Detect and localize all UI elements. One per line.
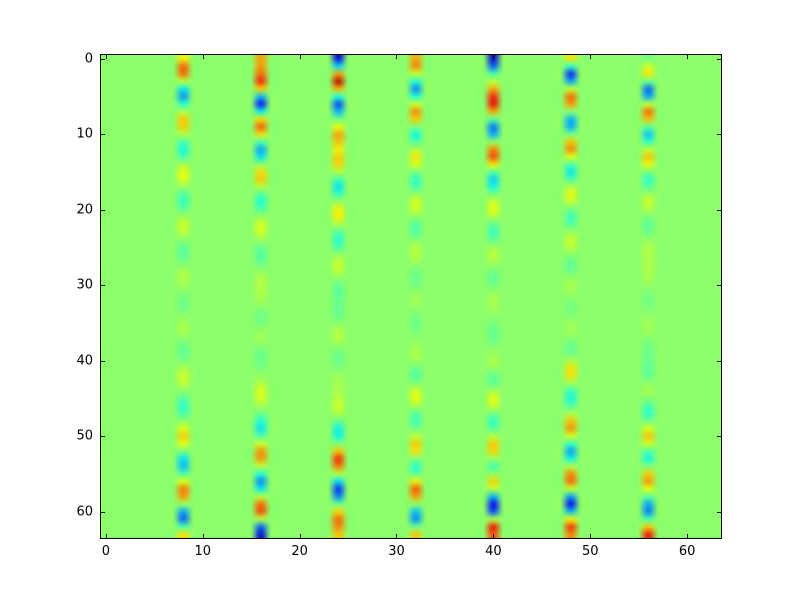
y-axis-tick-label: 50 [76,428,93,444]
y-axis-tick-label: 40 [76,353,93,369]
x-axis-tick-label: 0 [101,544,110,559]
x-axis-tick-label: 20 [291,544,308,559]
y-axis-tick-label: 30 [76,277,93,293]
y-axis-tick [101,58,105,60]
x-axis-tick [687,534,689,538]
y-axis-tick [101,511,105,513]
x-axis-tick-top [687,55,689,59]
y-axis-tick-label: 10 [76,126,93,142]
y-axis-tick [101,360,105,362]
y-axis-tick-right [717,511,721,513]
x-axis-tick [590,534,592,538]
y-axis-tick-right [717,209,721,211]
x-axis-tick [202,534,204,538]
x-axis-tick [396,534,398,538]
x-axis-tick-label: 40 [485,544,502,559]
y-axis-tick-label: 60 [76,504,93,520]
y-axis-tick [101,134,105,136]
x-axis-tick-label: 50 [581,544,599,559]
x-axis-tick-top [590,55,592,59]
x-axis-tick-label: 10 [194,544,211,559]
y-axis-tick-label: 0 [84,51,93,67]
x-axis-tick-top [202,55,204,59]
y-axis-tick-label: 20 [76,202,93,218]
y-axis-tick-right [717,134,721,136]
x-axis-tick [493,534,495,538]
x-axis-tick-top [493,55,495,59]
y-axis-tick-right [717,360,721,362]
y-axis-tick-right [717,285,721,287]
x-axis-tick-label: 60 [678,544,696,559]
y-axis-tick [101,285,105,287]
plot-area [100,54,722,539]
x-axis-tick-top [105,55,107,59]
x-axis-tick-label: 30 [388,544,405,559]
x-axis-tick [299,534,301,538]
x-axis-tick-top [299,55,301,59]
x-axis-tick [105,534,107,538]
x-axis-tick-top [396,55,398,59]
heatmap-canvas [101,55,721,538]
y-axis-tick-right [717,436,721,438]
y-axis-tick [101,436,105,438]
y-axis-tick-right [717,58,721,60]
y-axis-tick [101,209,105,211]
